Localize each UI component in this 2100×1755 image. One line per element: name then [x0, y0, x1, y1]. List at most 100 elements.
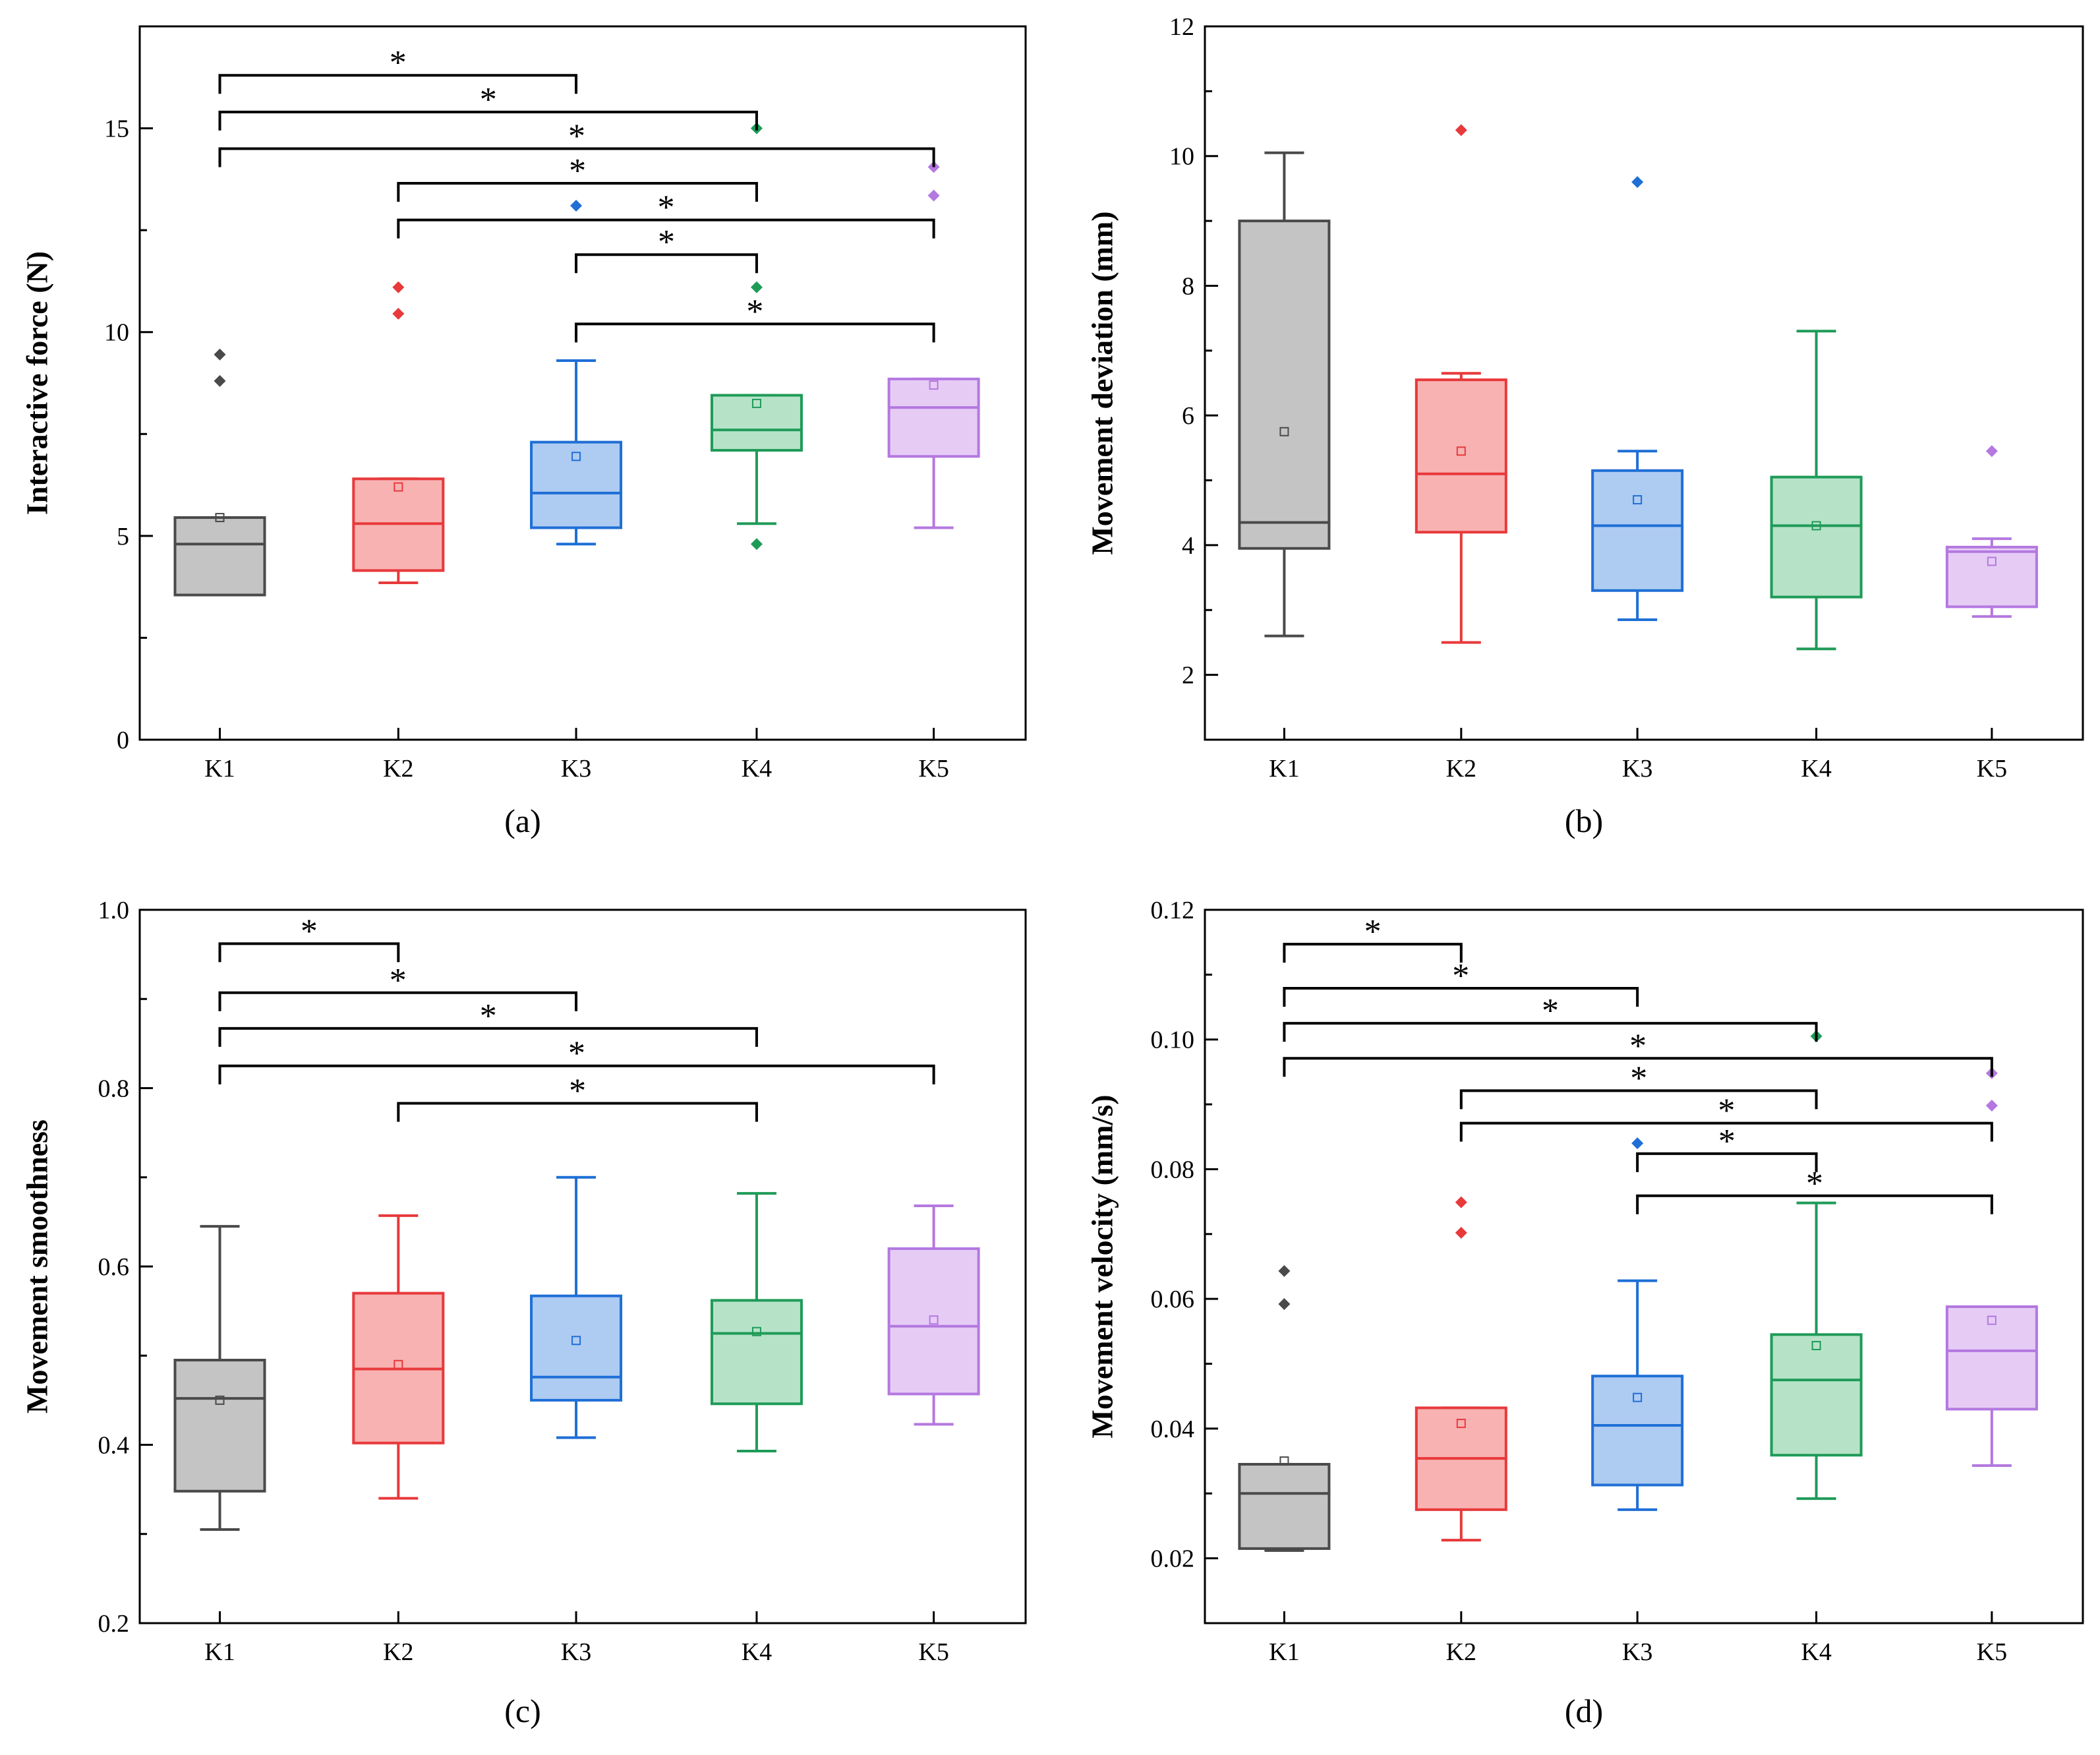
panel-d-outlier-k5: [1985, 1100, 1998, 1112]
panel-c-ytick-label: 0.4: [98, 1432, 130, 1460]
panel-a-ytick-label: 0: [117, 727, 129, 754]
panel-d-ytick-label: 0.10: [1151, 1026, 1195, 1054]
panel-d-mean-marker-k2: [1456, 1419, 1466, 1429]
panel-a-significance-star: *: [658, 223, 675, 261]
panel-b-y-axis-title: Movement deviation (mm): [1086, 211, 1119, 554]
panel-d-significance-star: *: [1629, 1027, 1647, 1065]
panel-c-mean-marker-k2: [394, 1359, 403, 1369]
panel-d-ytick-label: 0.08: [1151, 1156, 1195, 1183]
panel-b-box-k4: [1770, 330, 1863, 651]
panel-d-bracket-line: [1283, 1022, 1818, 1042]
panel-b-iqr-box-k1: [1238, 220, 1331, 550]
panel-a-iqr-box-k5: [887, 377, 980, 458]
panel-c-xtick-label-k2: K2: [383, 1638, 413, 1666]
panel-c-significance-bracket: *: [218, 1035, 935, 1085]
panel-b-ytick-label: 4: [1182, 532, 1194, 560]
panel-b-box-k1: [1238, 151, 1331, 638]
panel-a-mean-marker-k2: [394, 482, 403, 492]
panel-c-mean-marker-k3: [571, 1336, 581, 1346]
panel-c-ytick-label: 0.8: [98, 1075, 130, 1103]
panel-d-ytick-label: 0.04: [1151, 1415, 1195, 1443]
panel-a-ytick-label: 15: [104, 115, 129, 143]
panel-a-mean-marker-k4: [751, 398, 761, 408]
panel-d-mean-marker-k5: [1987, 1315, 1997, 1325]
panel-c-significance-bracket: *: [397, 1072, 758, 1122]
panel-c-box-k3: [530, 1175, 623, 1439]
panel-a-iqr-box-k4: [710, 394, 803, 452]
panel-d-significance-bracket: *: [1283, 957, 1639, 1007]
panel-d-significance-bracket: *: [1636, 1123, 1818, 1172]
panel-d-outlier-k2: [1455, 1226, 1467, 1239]
panel-c-xtick-label-k4: K4: [742, 1638, 772, 1666]
panel-d-significance-bracket: *: [1283, 992, 1818, 1042]
panel-d-group: 0.02 0.04 0.06 0.08 0.10 0.12 K1 K2 K3 K4 K5 Moveme…: [1086, 897, 2084, 1729]
panel-c-ytick-label: 0.2: [98, 1610, 130, 1638]
panel-d-mean-marker-k1: [1279, 1456, 1289, 1466]
panel-d-plot-frame: [1204, 908, 2084, 1624]
panel-a-bracket-line: [218, 110, 758, 131]
panel-c-significance-star: *: [390, 962, 407, 999]
panel-d-outlier-k1: [1278, 1264, 1291, 1277]
panel-d-iqr-box-k4: [1770, 1333, 1863, 1457]
panel-d-significance-bracket: *: [1459, 1092, 1993, 1142]
panel-c-significance-star: *: [569, 1072, 586, 1110]
panel-c-box-k2: [352, 1214, 445, 1500]
panel-c-ytick-label: 0.6: [98, 1253, 130, 1281]
panel-b-iqr-box-k4: [1770, 475, 1863, 599]
panel-c-bracket-line: [218, 942, 400, 963]
panel-b-box-k2: [1415, 124, 1507, 644]
panel-a-bracket-line: [218, 74, 578, 94]
panel-a-box-k3: [530, 200, 623, 546]
panel-b-xtick-label-k4: K4: [1801, 755, 1831, 783]
panel-d-xtick-label-k2: K2: [1446, 1638, 1476, 1666]
panel-d-mean-marker-k3: [1633, 1392, 1643, 1402]
panel-a-outlier-k4: [750, 281, 763, 293]
panel-d-iqr-box-k5: [1945, 1305, 2038, 1411]
panel-b-ytick-label: 8: [1182, 272, 1194, 300]
panel-a-significance-bracket: *: [397, 189, 935, 239]
panel-a-significance-bracket: *: [218, 117, 935, 167]
panel-a-significance-bracket: *: [218, 81, 758, 131]
panel-d-significance-star: *: [1806, 1165, 1823, 1203]
panel-a-outlier-k5: [927, 189, 940, 202]
panel-b-box-k3: [1591, 176, 1684, 622]
panel-b-ytick-label: 10: [1169, 143, 1194, 171]
panel-a-mean-marker-k3: [571, 452, 581, 461]
panel-c-mean-marker-k1: [215, 1395, 225, 1405]
panel-c-significance-star: *: [480, 997, 497, 1035]
panel-d-y-axis-title: Movement velocity (mm/s): [1086, 1094, 1119, 1438]
panel-d-significance-bracket: *: [1459, 1059, 1818, 1110]
panel-c-significance-star: *: [301, 912, 318, 950]
panel-b-xtick-label-k5: K5: [1977, 755, 2007, 783]
panel-b-xtick-label-k1: K1: [1269, 755, 1299, 783]
panel-c-iqr-box-k1: [173, 1359, 266, 1493]
panel-c-significance-star: *: [568, 1035, 585, 1073]
panel-c-ytick-label: 1.0: [98, 897, 130, 924]
panel-c-bracket-line: [218, 1026, 758, 1047]
panel-a-xtick-label-k4: K4: [742, 755, 772, 783]
panel-d-ytick-label: 0.12: [1151, 897, 1195, 924]
panel-b-xtick-label-k2: K2: [1446, 755, 1476, 783]
panel-a-significance-bracket: *: [397, 152, 758, 202]
panel-a-iqr-box-k3: [530, 440, 623, 529]
panel-b-outlier-k5: [1985, 445, 1998, 458]
panel-c-box-k4: [710, 1192, 803, 1452]
panel-a-bracket-line: [397, 218, 935, 239]
panel-b-group: 2 4 6 8 10 12 K1 K2 K3 K4 K5 Movement deviation (mm…: [1086, 13, 2084, 839]
panel-d-significance-star: *: [1630, 1059, 1647, 1097]
panel-a-outlier-k2: [392, 307, 405, 320]
panel-d-box-k3: [1591, 1137, 1684, 1511]
panel-d-significance-bracket: *: [1636, 1165, 1993, 1214]
panel-d-xtick-label-k4: K4: [1801, 1638, 1831, 1666]
panel-a-group: 0 5 10 15 K1 K2 K3 K4 K5 Interactive force (N) (a)…: [20, 25, 1027, 839]
panel-c-xtick-label-k1: K1: [204, 1638, 235, 1666]
panel-a-bracket-line: [397, 182, 758, 202]
panel-d-bracket-line: [1459, 1121, 1993, 1142]
panel-d-xtick-label-k5: K5: [1977, 1638, 2007, 1666]
panel-a-xtick-label-k3: K3: [561, 755, 591, 783]
panel-a-box-k4: [710, 122, 803, 550]
panel-d-box-k1: [1238, 1264, 1331, 1552]
panel-a-outlier-k2: [392, 281, 405, 293]
panel-c-significance-bracket: *: [218, 962, 578, 1011]
